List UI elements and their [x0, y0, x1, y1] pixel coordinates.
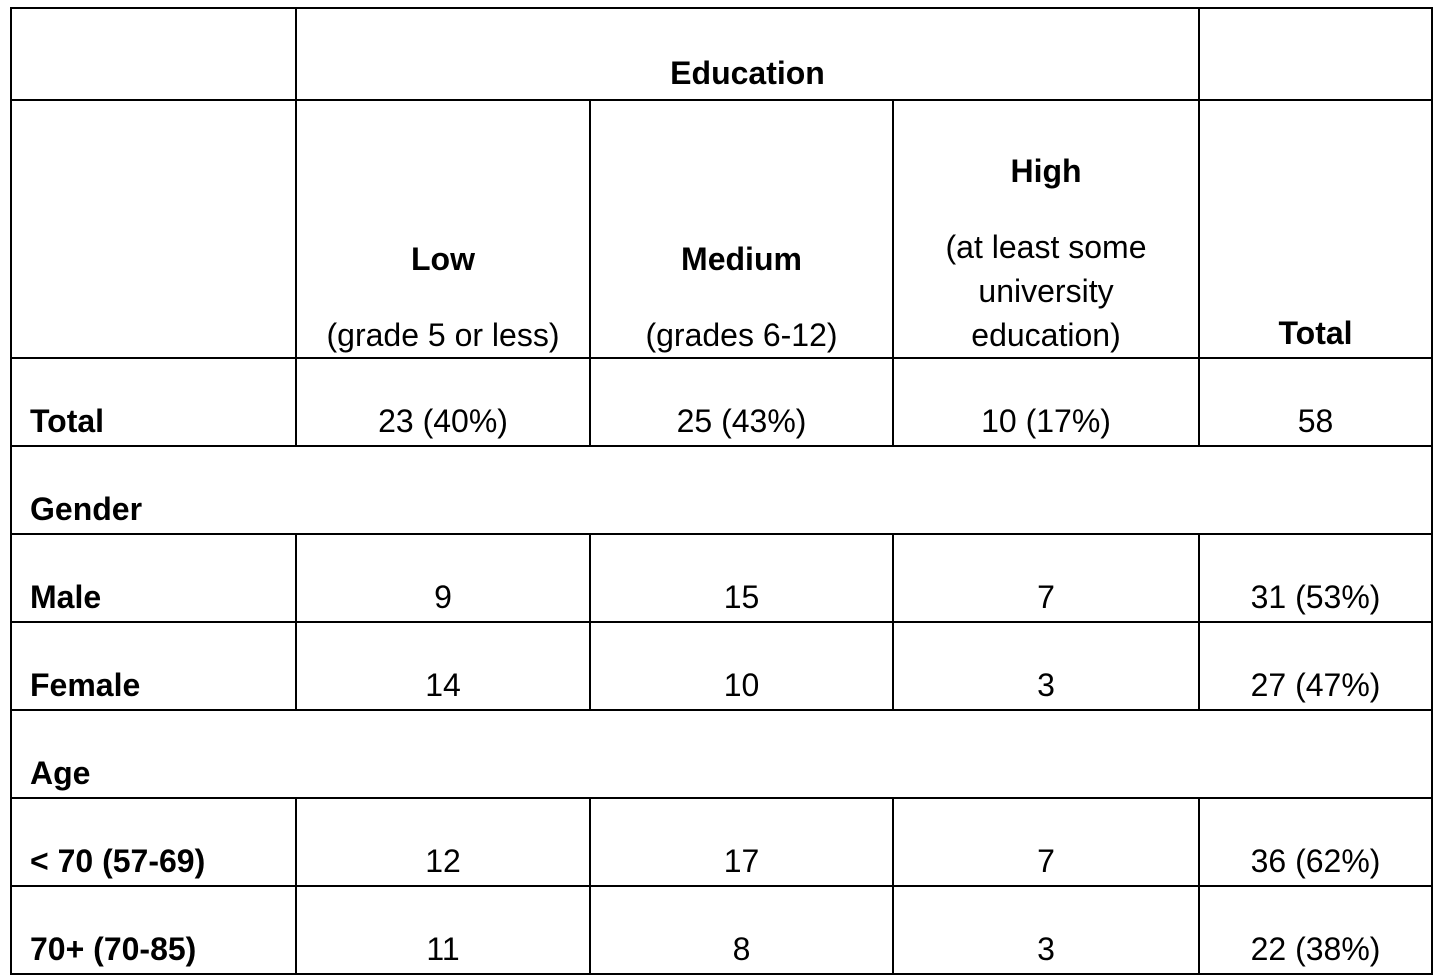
table-cell: 3 [891, 885, 1201, 975]
column-header-high: High (at least some university education… [891, 99, 1201, 359]
column-header-low: Low (grade 5 or less) [295, 99, 591, 359]
table-cell: 15 [589, 533, 894, 623]
table-cell: 58 [1198, 357, 1434, 447]
section-row-age: Age [9, 709, 1434, 799]
table-cell: 31 (53%) [1198, 533, 1434, 623]
section-row-gender: Gender [9, 445, 1434, 535]
column-title: Low [411, 241, 475, 277]
column-title: Total [1278, 315, 1353, 351]
table-row: Male 9 15 7 31 (53%) [10, 533, 1434, 623]
table-cell: 12 [295, 797, 591, 887]
table-cell: 14 [295, 621, 591, 711]
empty-corner-cell [10, 99, 297, 359]
table-super-header-row: Education [10, 7, 1434, 101]
table-cell: 36 (62%) [1198, 797, 1434, 887]
table-row: < 70 (57-69) 12 17 7 36 (62%) [10, 797, 1434, 887]
table-cell: 27 (47%) [1198, 621, 1434, 711]
table-cell: 22 (38%) [1198, 885, 1434, 975]
column-subtitle: (at least some university education) [945, 229, 1147, 353]
column-header-medium: Medium (grades 6-12) [589, 99, 894, 359]
row-label: Female [10, 621, 297, 711]
column-title: Medium [681, 241, 802, 277]
table-cell: 7 [891, 797, 1201, 887]
table-row-total: Total 23 (40%) 25 (43%) 10 (17%) 58 [10, 357, 1434, 447]
education-demographics-table: Education Low (grade 5 or less) Medium (… [9, 7, 1434, 975]
table-cell: 7 [891, 533, 1201, 623]
table-cell: 23 (40%) [295, 357, 591, 447]
row-label: Total [10, 357, 297, 447]
row-label: Male [10, 533, 297, 623]
column-subtitle: (grades 6-12) [645, 317, 838, 353]
table-cell: 10 (17%) [891, 357, 1201, 447]
education-super-header: Education [294, 7, 1201, 101]
section-label: Age [9, 709, 1434, 799]
column-title: High [1010, 153, 1082, 189]
table-cell: 25 (43%) [589, 357, 894, 447]
column-subtitle: (grade 5 or less) [326, 317, 560, 353]
section-label: Gender [9, 445, 1434, 535]
table-header-row: Low (grade 5 or less) Medium (grades 6-1… [10, 99, 1434, 359]
table-cell: 3 [891, 621, 1201, 711]
row-label: 70+ (70-85) [10, 885, 297, 975]
table-row: 70+ (70-85) 11 8 3 22 (38%) [10, 885, 1434, 975]
table-cell: 10 [589, 621, 894, 711]
table-row: Female 14 10 3 27 (47%) [10, 621, 1434, 711]
table-cell: 9 [295, 533, 591, 623]
empty-header-cell [1198, 7, 1434, 101]
table-cell: 11 [295, 885, 591, 975]
table-cell: 8 [589, 885, 894, 975]
column-header-total: Total [1198, 99, 1434, 359]
empty-corner-cell [10, 7, 297, 101]
row-label: < 70 (57-69) [10, 797, 297, 887]
table-cell: 17 [589, 797, 894, 887]
